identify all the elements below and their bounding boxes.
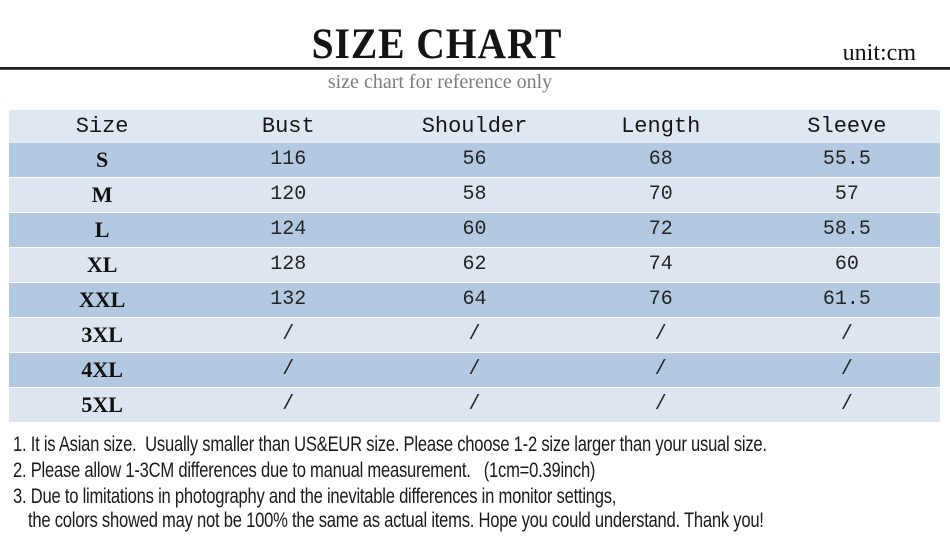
table-row-3xl: 3XL / / / / <box>9 318 940 352</box>
sleeve-value: 60 <box>834 253 859 276</box>
sleeve-value: 55.5 <box>822 148 871 171</box>
shoulder-value: / <box>468 393 481 416</box>
size-label: M <box>91 182 113 207</box>
length-value: / <box>654 393 667 416</box>
size-label: S <box>95 147 109 172</box>
table-row-xl: XL 128 62 74 60 <box>9 248 940 282</box>
sleeve-value: 58.5 <box>822 218 871 241</box>
length-value: 72 <box>648 218 673 241</box>
unit-label: unit:cm <box>842 40 916 66</box>
length-value: 68 <box>648 148 673 171</box>
table-row-l: L 124 60 72 58.5 <box>9 213 940 247</box>
shoulder-value: 58 <box>462 183 487 206</box>
header-divider-line <box>0 67 950 70</box>
shoulder-value: 62 <box>462 253 487 276</box>
note-color-difference: 3. Due to limitations in photography and… <box>13 485 617 508</box>
bust-value: 120 <box>270 183 307 206</box>
shoulder-value: / <box>468 358 481 381</box>
column-header-sleeve: Sleeve <box>807 114 887 139</box>
shoulder-value: 56 <box>462 148 487 171</box>
size-label: 5XL <box>81 392 123 417</box>
bust-value: 132 <box>270 288 307 311</box>
sleeve-value: / <box>840 323 853 346</box>
length-value: 76 <box>648 288 673 311</box>
bust-value: 124 <box>270 218 307 241</box>
size-label: L <box>94 217 110 242</box>
size-label: XXL <box>78 287 126 312</box>
bust-value: / <box>282 323 295 346</box>
bust-value: / <box>282 393 295 416</box>
table-row-s: S 116 56 68 55.5 <box>9 143 940 177</box>
shoulder-value: 60 <box>462 218 487 241</box>
size-label: XL <box>86 252 118 277</box>
sleeve-value: / <box>840 393 853 416</box>
length-value: 70 <box>648 183 673 206</box>
column-header-length: Length <box>621 114 701 139</box>
note-color-difference-2: the colors showed may not be 100% the sa… <box>28 509 764 532</box>
length-value: / <box>654 358 667 381</box>
shoulder-value: / <box>468 323 481 346</box>
table-row-m: M 120 58 70 57 <box>9 178 940 212</box>
note-measurement: 2. Please allow 1-3CM differences due to… <box>13 459 596 482</box>
length-value: 74 <box>648 253 673 276</box>
sleeve-value: / <box>840 358 853 381</box>
size-label: 4XL <box>81 357 123 382</box>
column-header-bust: Bust <box>261 114 315 139</box>
column-header-shoulder: Shoulder <box>421 114 528 139</box>
size-table: Size Bust Shoulder Length Sleeve S 116 5… <box>9 110 940 423</box>
column-header-size: Size <box>75 114 129 139</box>
page-title: SIZE CHART <box>311 21 563 68</box>
table-row-xxl: XXL 132 64 76 61.5 <box>9 283 940 317</box>
bust-value: 128 <box>270 253 307 276</box>
shoulder-value: 64 <box>462 288 487 311</box>
table-row-5xl: 5XL / / / / <box>9 388 940 422</box>
note-asian-size: 1. It is Asian size. Usually smaller tha… <box>13 433 767 456</box>
sleeve-value: 61.5 <box>822 288 871 311</box>
size-label: 3XL <box>81 322 123 347</box>
sleeve-value: 57 <box>834 183 859 206</box>
table-header-row: Size Bust Shoulder Length Sleeve <box>9 110 940 143</box>
table-row-4xl: 4XL / / / / <box>9 353 940 387</box>
bust-value: / <box>282 358 295 381</box>
length-value: / <box>654 323 667 346</box>
reference-note: size chart for reference only <box>327 71 553 93</box>
bust-value: 116 <box>270 148 307 171</box>
